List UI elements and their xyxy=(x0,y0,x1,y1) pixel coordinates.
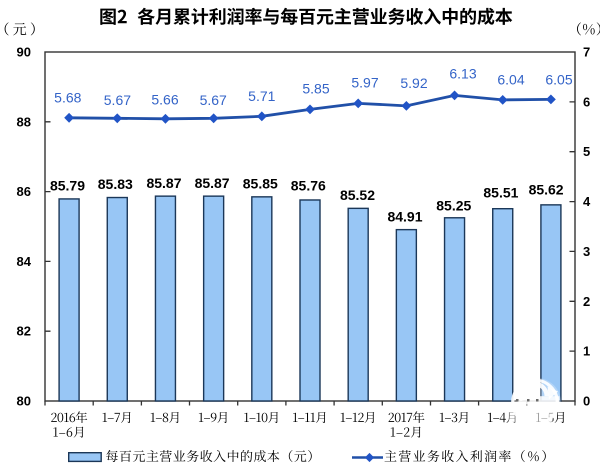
svg-text:6: 6 xyxy=(583,94,590,109)
svg-text:85.51: 85.51 xyxy=(483,185,518,201)
svg-text:0: 0 xyxy=(583,394,590,409)
svg-text:85.83: 85.83 xyxy=(98,176,133,192)
svg-text:85.25: 85.25 xyxy=(436,197,471,213)
svg-text:6.13: 6.13 xyxy=(449,65,476,81)
svg-text:90: 90 xyxy=(17,45,31,60)
svg-text:85.52: 85.52 xyxy=(340,187,375,203)
svg-text:5.97: 5.97 xyxy=(351,74,378,90)
svg-text:85.87: 85.87 xyxy=(146,175,181,191)
svg-text:85.62: 85.62 xyxy=(529,181,564,197)
svg-text:5.68: 5.68 xyxy=(54,89,81,105)
svg-text:85.87: 85.87 xyxy=(195,175,230,191)
svg-text:85.79: 85.79 xyxy=(50,177,85,193)
svg-text:84.91: 84.91 xyxy=(387,209,422,225)
svg-text:5.71: 5.71 xyxy=(248,88,275,104)
svg-text:86: 86 xyxy=(17,184,31,199)
svg-text:5.92: 5.92 xyxy=(400,75,427,91)
svg-text:85.85: 85.85 xyxy=(243,175,278,191)
svg-text:5.67: 5.67 xyxy=(200,92,227,108)
svg-text:6.05: 6.05 xyxy=(545,71,572,87)
svg-text:4: 4 xyxy=(583,194,591,209)
svg-text:6.04: 6.04 xyxy=(497,71,524,87)
svg-text:5.85: 5.85 xyxy=(302,80,329,96)
svg-text:1: 1 xyxy=(583,344,590,359)
svg-text:7: 7 xyxy=(583,45,590,60)
svg-text:2: 2 xyxy=(583,294,590,309)
svg-text:80: 80 xyxy=(17,394,31,409)
svg-text:5: 5 xyxy=(583,144,590,159)
svg-text:85.76: 85.76 xyxy=(291,178,326,194)
svg-text:84: 84 xyxy=(17,254,32,269)
svg-text:3: 3 xyxy=(583,244,590,259)
svg-text:5.66: 5.66 xyxy=(151,91,178,107)
svg-text:88: 88 xyxy=(17,114,31,129)
svg-text:82: 82 xyxy=(17,324,31,339)
svg-text:5.67: 5.67 xyxy=(104,92,131,108)
